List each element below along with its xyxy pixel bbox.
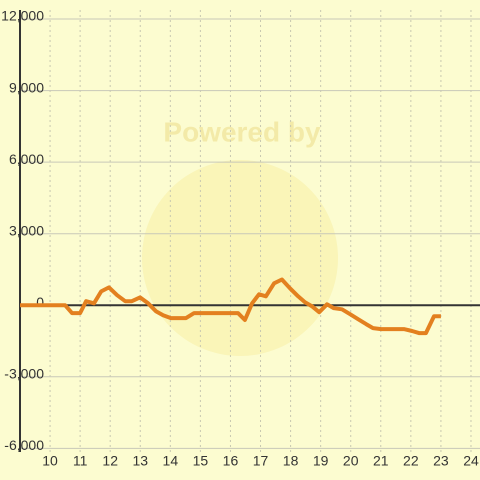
x-tick-label: 21 xyxy=(373,453,389,469)
x-tick-label: 20 xyxy=(343,453,359,469)
y-tick-label: 6,000 xyxy=(9,151,44,167)
y-tick-label: -6,000 xyxy=(4,437,44,453)
x-tick-label: 23 xyxy=(433,453,449,469)
y-tick-label: 12,000 xyxy=(1,8,44,24)
x-tick-label: 24 xyxy=(463,453,479,469)
x-tick-label: 14 xyxy=(163,453,179,469)
y-tick-label: 0 xyxy=(36,294,44,310)
x-tick-label: 16 xyxy=(223,453,239,469)
y-tick-label: 3,000 xyxy=(9,222,44,238)
watermark: Powered by xyxy=(163,116,321,147)
x-tick-label: 11 xyxy=(73,453,88,469)
x-tick-label: 13 xyxy=(132,453,148,469)
x-tick-label: 22 xyxy=(403,453,419,469)
x-tick-label: 12 xyxy=(102,453,118,469)
x-tick-label: 18 xyxy=(283,453,299,469)
x-tick-label: 19 xyxy=(313,453,329,469)
y-tick-label: -3,000 xyxy=(4,365,44,381)
y-tick-label: 9,000 xyxy=(9,79,44,95)
x-tick-label: 17 xyxy=(253,453,269,469)
x-tick-label: 15 xyxy=(193,453,209,469)
line-series xyxy=(20,277,441,336)
x-tick-label: 10 xyxy=(42,453,58,469)
watermark-logo xyxy=(142,160,338,356)
